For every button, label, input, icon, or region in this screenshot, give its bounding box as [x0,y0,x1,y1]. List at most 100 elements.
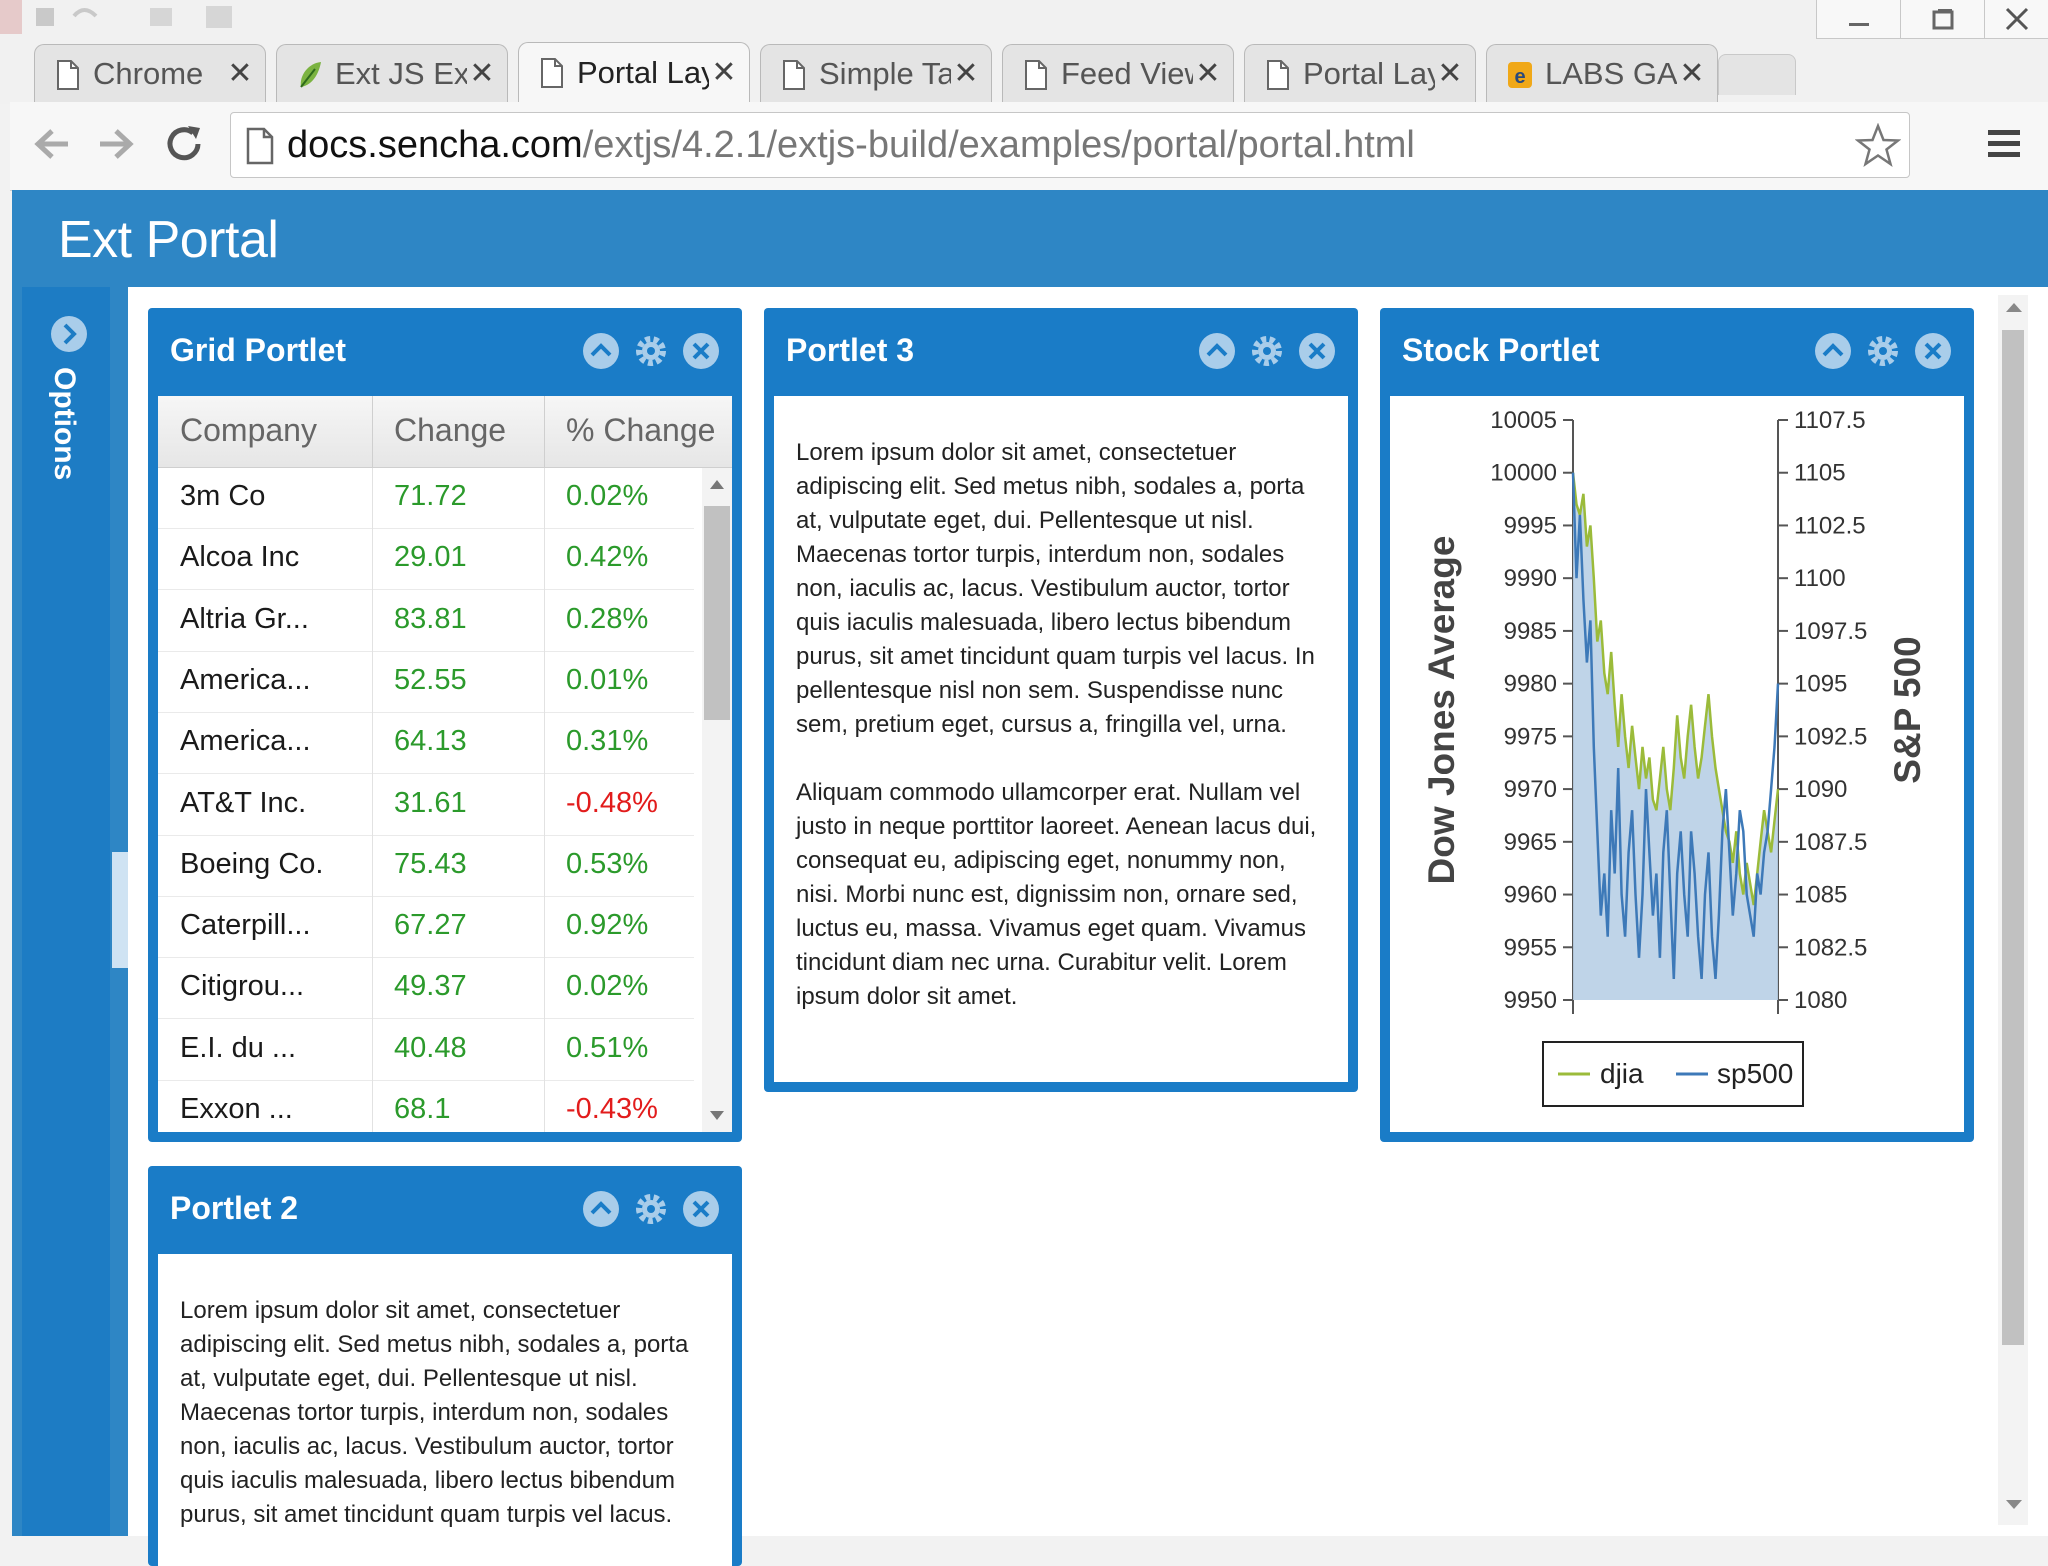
restore-button[interactable] [1900,0,1986,39]
app-title: Ext Portal [58,211,279,269]
row-divider [158,773,694,774]
portlet-header[interactable]: Portlet 2 [148,1166,742,1254]
gear-icon[interactable] [1248,332,1286,370]
collapse-up-icon[interactable] [582,1190,620,1228]
portlet-3: Portlet 3 Lorem ipsum dolor sit amet, co… [764,308,1358,1092]
tab-close-icon[interactable]: ✕ [1437,57,1463,90]
table-row[interactable]: America... 52.55 0.01% [158,652,694,713]
table-row[interactable]: Caterpill... 67.27 0.92% [158,897,694,958]
gear-icon[interactable] [1864,332,1902,370]
y2-tick-label: 1100 [1794,565,1846,592]
grid-scrollbar-thumb[interactable] [704,506,730,720]
table-row[interactable]: AT&T Inc. 31.61 -0.48% [158,775,694,836]
grid-scrollbar[interactable] [702,468,732,1132]
close-icon[interactable] [1914,332,1952,370]
cell-company: AT&T Inc. [180,787,307,819]
table-row[interactable]: Exxon ... 68.1 -0.43% [158,1081,694,1132]
cell-change: 71.72 [394,480,467,512]
table-row[interactable]: Altria Gr... 83.81 0.28% [158,591,694,652]
y2-tick-label: 1087.5 [1794,829,1867,856]
scroll-down-icon[interactable] [2004,1498,2024,1512]
cell-company: Caterpill... [180,909,311,941]
y-tick-label: 9990 [1504,565,1557,592]
window-close-button[interactable] [1984,0,2048,39]
cell-change: 29.01 [394,541,467,573]
table-row[interactable]: 3m Co 71.72 0.02% [158,468,694,529]
hamburger-menu-icon [1988,130,2020,157]
tab-close-icon[interactable]: ✕ [469,57,495,90]
table-row[interactable]: Boeing Co. 75.43 0.53% [158,836,694,897]
options-sidebar-collapsed[interactable]: Options [22,287,110,1536]
tab-title: Chrome [93,55,204,91]
minimize-button[interactable] [1816,0,1902,39]
cell-pct-change: 0.51% [566,1032,649,1064]
body-paragraph: Aliquam commodo ullamcorper erat. Nullam… [796,779,1317,1010]
column-header-company[interactable]: Company [180,412,317,448]
gear-icon[interactable] [632,1190,670,1228]
browser-tab[interactable]: Simple Ta ✕ [760,44,992,102]
close-icon[interactable] [1298,332,1336,370]
y-axis-title: Dow Jones Average [1421,536,1462,885]
address-bar[interactable]: docs.sencha.com/extjs/4.2.1/extjs-build/… [230,112,1910,178]
column-divider[interactable] [372,396,373,468]
collapse-up-icon[interactable] [1198,332,1236,370]
cell-pct-change: -0.48% [566,787,658,819]
close-icon[interactable] [682,332,720,370]
browser-tab[interactable]: Feed View ✕ [1002,44,1234,102]
tab-close-icon[interactable]: ✕ [1679,57,1705,90]
bookmark-star-icon[interactable] [1855,123,1901,169]
tab-title: Portal Lay [1303,55,1435,91]
reload-button[interactable] [160,120,208,168]
url-text[interactable]: docs.sencha.com/extjs/4.2.1/extjs-build/… [287,124,1415,167]
grid-portlet: Grid Portlet Company Change % Change 3m … [148,308,742,1142]
tab-close-icon[interactable]: ✕ [953,57,979,90]
cell-change: 83.81 [394,603,467,635]
portlet-header[interactable]: Grid Portlet [148,308,742,396]
chrome-menu-button[interactable] [1986,126,2022,162]
table-row[interactable]: Alcoa Inc 29.01 0.42% [158,529,694,590]
table-row[interactable]: E.I. du ... 40.48 0.51% [158,1020,694,1081]
browser-tab[interactable]: e LABS GAI ✕ [1486,44,1718,102]
row-divider [158,1018,694,1019]
portlet-header[interactable]: Stock Portlet [1380,308,1974,396]
page-scrollbar-thumb[interactable] [2002,330,2024,1345]
page-icon [1025,60,1047,90]
portlet-title: Grid Portlet [170,332,347,368]
forward-button[interactable] [94,122,138,166]
cell-company: America... [180,664,311,696]
gear-icon[interactable] [632,332,670,370]
browser-tab[interactable]: Ext JS Exa✕ [276,44,508,102]
back-button[interactable] [30,122,74,166]
collapse-up-icon[interactable] [582,332,620,370]
grid: Company Change % Change 3m Co 71.72 0.02% A… [158,396,732,1132]
row-divider [158,528,694,529]
table-row[interactable]: America... 64.13 0.31% [158,713,694,774]
scroll-up-icon[interactable] [2004,300,2024,314]
collapse-up-icon[interactable] [1814,332,1852,370]
column-header-pct-change[interactable]: % Change [566,412,716,448]
y2-tick-label: 1102.5 [1794,512,1866,539]
splitter-handle[interactable] [112,852,128,968]
y-tick-label: 10005 [1490,407,1557,434]
grid-rows: 3m Co 71.72 0.02% Alcoa Inc 29.01 0.42% Altria… [158,468,694,1132]
tab-close-icon[interactable]: ✕ [227,57,253,90]
tab-title: LABS GAI [1545,55,1677,91]
browser-tab[interactable]: Portal Lay ✕ [518,42,750,102]
scroll-down-icon[interactable] [709,1110,725,1122]
tab-close-icon[interactable]: ✕ [711,56,737,89]
portlet-title: Portlet 2 [170,1190,299,1226]
scroll-up-icon[interactable] [709,478,725,490]
minimize-icon [1849,23,1869,26]
column-header-change[interactable]: Change [394,412,507,448]
y2-tick-label: 1105 [1794,460,1846,487]
new-tab-button[interactable] [1718,54,1796,95]
portlet-header[interactable]: Portlet 3 [764,308,1358,396]
table-row[interactable]: Citigrou... 49.37 0.02% [158,958,694,1019]
cell-change: 75.43 [394,848,467,880]
browser-tab[interactable]: Portal Lay ✕ [1244,44,1476,102]
column-divider[interactable] [544,396,545,468]
tab-close-icon[interactable]: ✕ [1195,57,1221,90]
close-icon[interactable] [682,1190,720,1228]
expand-chevron-icon[interactable] [50,315,88,353]
browser-tab[interactable]: Chrome ✕ [34,44,266,102]
